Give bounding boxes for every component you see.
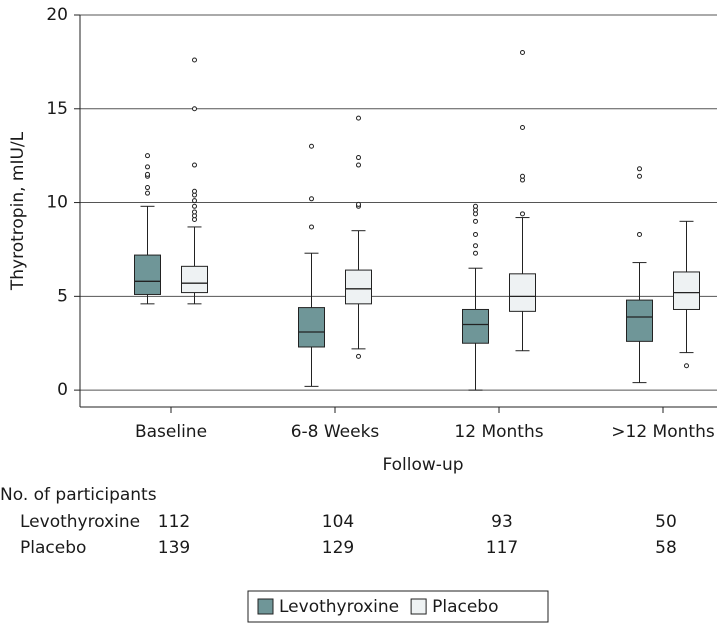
box xyxy=(509,273,536,312)
outlier xyxy=(192,209,197,215)
y-tick-label: 15 xyxy=(46,99,68,119)
box xyxy=(626,299,653,342)
outlier xyxy=(145,153,150,159)
outlier xyxy=(192,57,197,63)
participant-count: 139 xyxy=(158,538,190,558)
x-tick-label: >12 Months xyxy=(611,422,715,442)
box xyxy=(673,271,700,310)
y-axis-label: Thyrotropin, mIU/L xyxy=(8,131,28,291)
legend-frame xyxy=(247,590,549,623)
row-label: Placebo xyxy=(20,538,86,558)
table-title: No. of participants xyxy=(0,485,157,505)
outlier xyxy=(356,353,361,359)
outlier xyxy=(309,196,314,202)
y-tick-label: 0 xyxy=(57,380,68,400)
outlier xyxy=(684,363,689,369)
participant-count: 93 xyxy=(491,512,513,532)
box xyxy=(134,254,161,295)
outlier xyxy=(637,231,642,237)
outlier xyxy=(520,211,525,217)
outlier xyxy=(473,231,478,237)
outlier xyxy=(637,166,642,172)
outlier xyxy=(520,125,525,131)
participant-count: 117 xyxy=(486,538,518,558)
outlier xyxy=(309,224,314,230)
outlier xyxy=(520,173,525,179)
participant-count: 50 xyxy=(655,512,677,532)
outlier xyxy=(473,218,478,224)
outlier xyxy=(145,171,150,177)
outlier xyxy=(473,203,478,209)
outlier xyxy=(192,162,197,168)
x-tick-label: 6-8 Weeks xyxy=(291,422,380,442)
outlier xyxy=(356,201,361,207)
outlier xyxy=(192,106,197,112)
legend-swatch xyxy=(257,598,274,615)
participant-count: 112 xyxy=(158,512,190,532)
outlier xyxy=(192,198,197,204)
outlier xyxy=(192,203,197,209)
participant-count: 129 xyxy=(322,538,354,558)
outlier xyxy=(473,250,478,256)
box xyxy=(298,307,325,348)
outlier xyxy=(309,143,314,149)
box xyxy=(462,308,489,344)
participant-count: 58 xyxy=(655,538,677,558)
x-tick-label: Baseline xyxy=(135,422,207,442)
outlier xyxy=(520,50,525,56)
outlier xyxy=(145,185,150,191)
box xyxy=(181,265,208,294)
row-label: Levothyroxine xyxy=(20,512,140,532)
legend-label: Placebo xyxy=(432,597,498,617)
outlier xyxy=(145,164,150,170)
x-axis-label: Follow-up xyxy=(382,455,463,475)
participant-count: 104 xyxy=(322,512,354,532)
outlier xyxy=(356,115,361,121)
outlier xyxy=(356,155,361,161)
y-tick-label: 20 xyxy=(46,5,68,25)
y-tick-label: 10 xyxy=(46,193,68,213)
legend-label: Levothyroxine xyxy=(279,597,399,617)
outlier xyxy=(356,162,361,168)
outlier xyxy=(473,243,478,249)
x-tick-label: 12 Months xyxy=(454,422,543,442)
outlier xyxy=(192,188,197,194)
outlier xyxy=(145,190,150,196)
outlier xyxy=(637,173,642,179)
legend-swatch xyxy=(410,598,427,615)
box xyxy=(345,269,372,305)
y-tick-label: 5 xyxy=(57,286,68,306)
